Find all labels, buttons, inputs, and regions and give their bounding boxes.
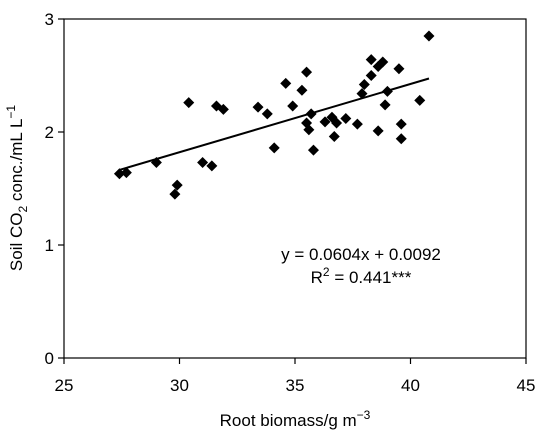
data-point <box>150 157 162 169</box>
r-squared-post: = 0.441*** <box>330 268 412 287</box>
x-tick-labels: 25 30 35 40 45 <box>55 376 536 395</box>
data-points <box>113 30 435 200</box>
data-point <box>358 79 370 91</box>
data-point <box>261 108 273 120</box>
r-squared-exponent: 2 <box>323 265 330 279</box>
y-tick-labels: 0 1 2 3 <box>45 10 54 368</box>
data-point <box>305 108 317 120</box>
y-tick-label: 3 <box>45 10 54 29</box>
x-tick-label: 35 <box>286 376 305 395</box>
data-point <box>169 188 181 200</box>
data-point <box>171 179 183 191</box>
regression-equation: y = 0.0604x + 0.0092 <box>281 245 441 264</box>
y-axis-title-exponent: −1 <box>4 105 18 119</box>
data-point <box>217 103 229 115</box>
data-point <box>197 157 209 169</box>
x-axis-title-main: Root biomass/g m <box>220 411 357 430</box>
data-point <box>328 131 340 143</box>
trendline <box>119 77 430 171</box>
data-point <box>307 144 319 156</box>
data-point <box>395 118 407 130</box>
plot-area-frame <box>63 18 527 359</box>
data-point <box>280 77 292 89</box>
x-axis-title-exponent: −3 <box>357 408 371 422</box>
r-squared-pre: R <box>311 268 323 287</box>
x-tick-label: 45 <box>517 376 536 395</box>
data-point <box>372 125 384 137</box>
axis-ticks <box>58 18 527 364</box>
x-tick-label: 25 <box>55 376 74 395</box>
data-point <box>395 133 407 145</box>
data-point <box>183 97 195 109</box>
y-axis-title-pre: Soil CO <box>7 213 26 272</box>
data-point <box>379 99 391 111</box>
x-axis-title: Root biomass/g m−3 <box>220 408 371 430</box>
x-tick-label: 40 <box>401 376 420 395</box>
y-axis-title-mid: conc./mL L <box>7 119 26 206</box>
y-tick-label: 1 <box>45 236 54 255</box>
y-axis-title: Soil CO2 conc./mL L−1 <box>4 105 30 272</box>
data-point <box>287 100 299 112</box>
data-point <box>206 160 218 172</box>
data-point <box>381 85 393 97</box>
data-point <box>351 118 363 130</box>
data-point <box>393 63 405 75</box>
data-point <box>113 168 125 180</box>
y-axis-title-subscript: 2 <box>16 206 30 213</box>
data-point <box>423 30 435 42</box>
data-point <box>365 70 377 81</box>
r-squared-label: R2 = 0.441*** <box>311 265 412 287</box>
data-point <box>303 124 315 136</box>
data-point <box>319 116 331 128</box>
data-point <box>365 54 377 66</box>
data-point <box>331 117 343 129</box>
x-tick-label: 30 <box>170 376 189 395</box>
data-point <box>120 167 132 179</box>
y-tick-label: 2 <box>45 123 54 142</box>
data-point <box>356 88 368 100</box>
data-point <box>301 117 313 129</box>
data-point <box>414 94 426 106</box>
y-tick-label: 0 <box>45 349 54 368</box>
data-point <box>377 56 389 68</box>
data-point <box>296 84 308 96</box>
data-point <box>340 112 352 124</box>
data-point <box>252 101 264 113</box>
data-point <box>268 142 280 154</box>
data-point <box>301 66 313 78</box>
